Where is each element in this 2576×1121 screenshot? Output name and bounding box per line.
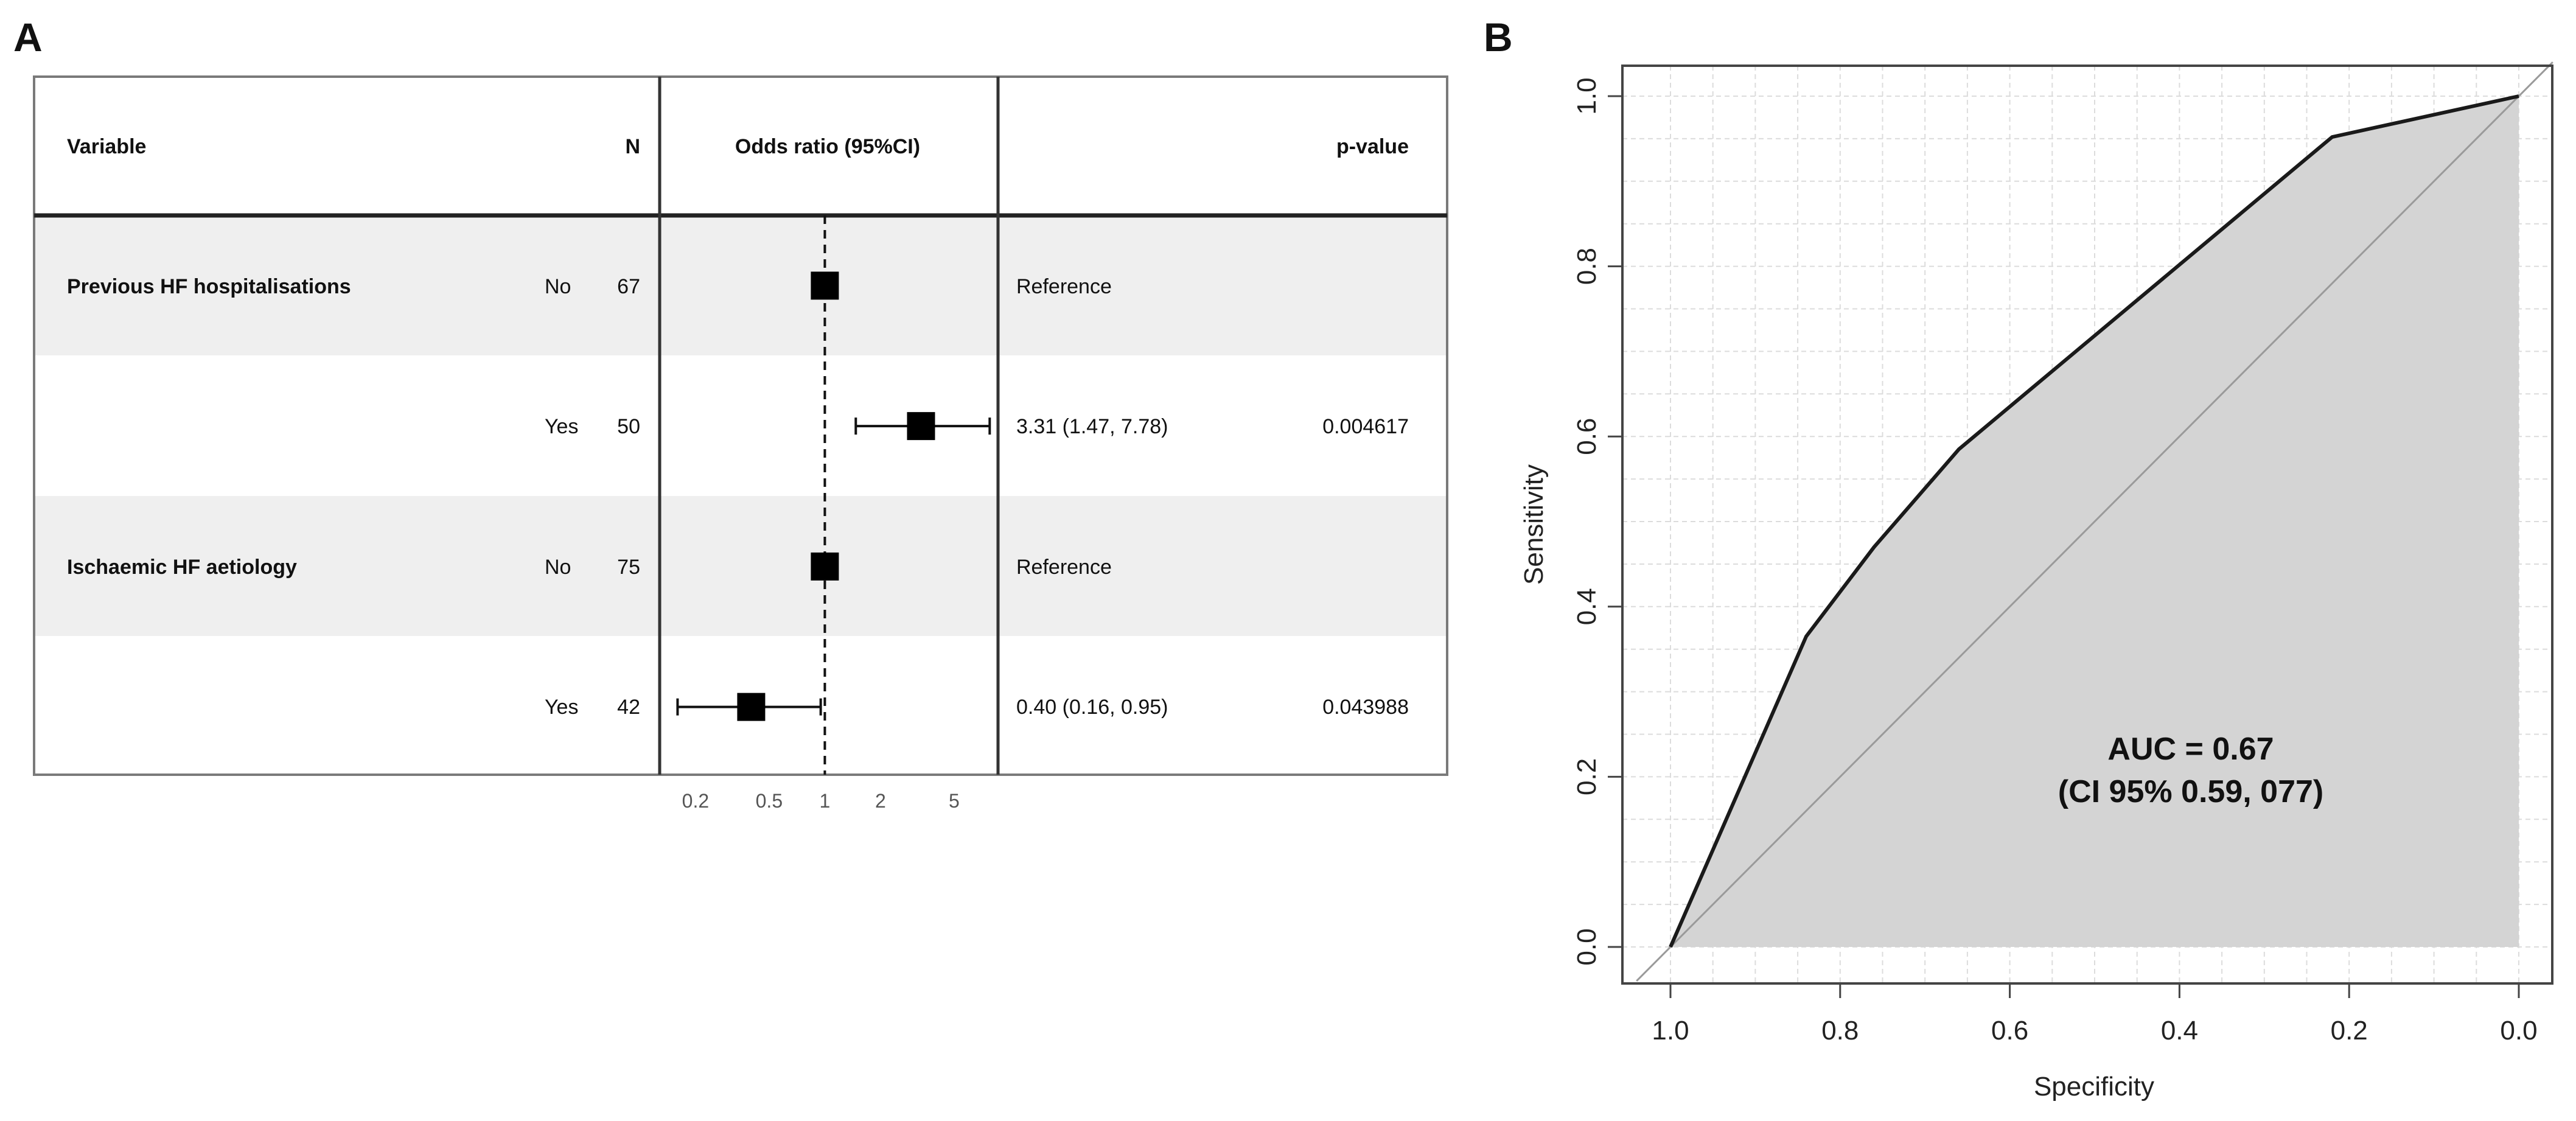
forest-tick-label: 1 [820, 790, 831, 812]
odds-ratio-marker [907, 412, 935, 441]
roc-x-axis-label: Specificity [2034, 1072, 2154, 1102]
x-tick-label: 0.8 [1821, 1016, 1859, 1046]
y-tick-label: 0.0 [1572, 928, 1602, 965]
shade-row-3 [34, 496, 1447, 636]
table-frame [33, 75, 1448, 776]
panel-a-label: A [13, 15, 43, 60]
odds-ratio-marker [737, 693, 766, 721]
panel-b-label: B [1484, 15, 1513, 60]
table-row: Previous HF hospitalisations No 67 Refer… [67, 275, 1112, 298]
row-level: No [545, 556, 571, 579]
y-tick-label: 0.6 [1572, 418, 1602, 455]
table-row: Ischaemic HF aetiology No 75 Reference [67, 556, 1112, 579]
roc-curve [1669, 94, 2519, 948]
row-n: 75 [617, 556, 640, 579]
row-variable: Ischaemic HF aetiology [67, 556, 297, 579]
roc-plot-frame [1621, 65, 2553, 985]
header-n: N [625, 135, 640, 158]
row-n: 42 [617, 696, 640, 719]
header-odds-ratio: Odds ratio (95%CI) [735, 135, 920, 158]
roc-plot-area: 1.0 0.8 0.6 0.4 0.2 0.0 0.0 0.2 0.4 0.6 0.8 1.0 Spe… [1519, 61, 2553, 1102]
odds-ratio-marker [811, 552, 839, 581]
row-level: Yes [545, 696, 578, 719]
odds-ratio-marker [811, 271, 839, 300]
x-tick-label: 0.0 [2500, 1016, 2537, 1046]
row-p-value: 0.004617 [1322, 415, 1409, 438]
y-tick-label: 1.0 [1572, 77, 1602, 114]
row-or-text: 0.40 (0.16, 0.95) [1016, 696, 1168, 719]
shade-row-1 [34, 215, 1447, 355]
row-variable: Previous HF hospitalisations [67, 275, 351, 298]
forest-tick-label: 2 [875, 790, 886, 812]
x-tick-label: 0.6 [1991, 1016, 2028, 1046]
forest-table: Variable N Odds ratio (95%CI) p-value Pr… [33, 75, 1448, 812]
x-tick-label: 0.4 [2161, 1016, 2198, 1046]
roc-diagonal-reference [1636, 61, 2553, 982]
x-tick-label: 0.2 [2331, 1016, 2368, 1046]
header-p-value: p-value [1336, 135, 1409, 158]
y-tick-label: 0.4 [1572, 588, 1602, 625]
roc-ticks: 1.0 0.8 0.6 0.4 0.2 0.0 0.0 0.2 0.4 0.6 0.8 1.0 [1572, 77, 2538, 1046]
row-level: No [545, 275, 571, 298]
x-tick-label: 1.0 [1652, 1016, 1689, 1046]
row-n: 50 [617, 415, 640, 438]
row-p-value: 0.043988 [1322, 696, 1409, 719]
forest-tick-label: 5 [949, 790, 960, 812]
row-or-text: 3.31 (1.47, 7.78) [1016, 415, 1168, 438]
row-or-text: Reference [1016, 275, 1112, 298]
forest-tick-label: 0.5 [756, 790, 783, 812]
y-tick-label: 0.8 [1572, 248, 1602, 285]
row-or-text: Reference [1016, 556, 1112, 579]
auc-label: AUC = 0.67 [2107, 732, 2274, 767]
row-level: Yes [545, 415, 578, 438]
forest-plot-area: 0.2 0.5 1 2 5 [676, 215, 991, 812]
auc-ci-label: (CI 95% 0.59, 077) [2058, 774, 2323, 809]
header-variable: Variable [67, 135, 146, 158]
y-tick-label: 0.2 [1572, 758, 1602, 795]
table-row: Yes 42 0.40 (0.16, 0.95) 0.043988 [545, 696, 1409, 719]
table-row: Yes 50 3.31 (1.47, 7.78) 0.004617 [545, 415, 1409, 438]
roc-y-axis-label: Sensitivity [1519, 464, 1549, 585]
forest-tick-label: 0.2 [682, 790, 709, 812]
row-n: 67 [617, 275, 640, 298]
